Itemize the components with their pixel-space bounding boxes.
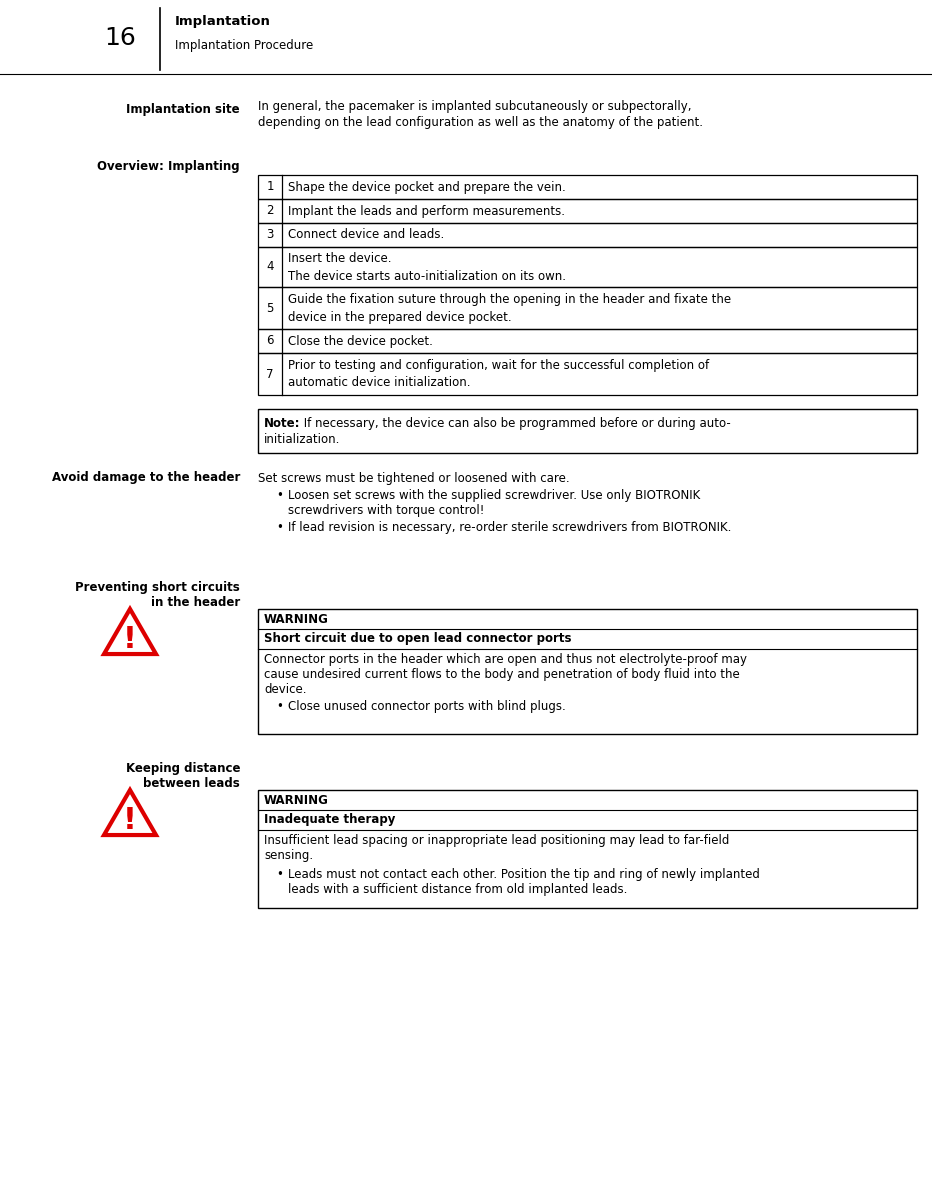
Text: Close unused connector ports with blind plugs.: Close unused connector ports with blind … (288, 700, 566, 713)
Text: Connector ports in the header which are open and thus not electrolyte-proof may: Connector ports in the header which are … (264, 653, 747, 666)
Text: automatic device initialization.: automatic device initialization. (288, 377, 471, 390)
Text: sensing.: sensing. (264, 849, 313, 862)
Text: Note:: Note: (264, 417, 300, 430)
Text: Preventing short circuits: Preventing short circuits (75, 581, 240, 594)
Text: 6: 6 (267, 335, 274, 348)
Text: screwdrivers with torque control!: screwdrivers with torque control! (288, 504, 485, 517)
Text: Implantation Procedure: Implantation Procedure (175, 39, 313, 52)
Bar (258, 175, 917, 199)
Text: In general, the pacemaker is implanted subcutaneously or subpectorally,: In general, the pacemaker is implanted s… (258, 100, 692, 113)
Text: •: • (276, 868, 283, 881)
Text: !: ! (123, 625, 137, 653)
Polygon shape (104, 790, 156, 836)
Bar (258, 353, 917, 395)
Text: Guide the fixation suture through the opening in the header and fixate the: Guide the fixation suture through the op… (288, 292, 731, 305)
Text: Implantation site: Implantation site (127, 103, 240, 116)
Text: Prior to testing and configuration, wait for the successful completion of: Prior to testing and configuration, wait… (288, 359, 709, 372)
Text: WARNING: WARNING (264, 613, 329, 626)
Text: •: • (276, 521, 283, 534)
Text: Close the device pocket.: Close the device pocket. (288, 335, 432, 348)
Text: •: • (276, 700, 283, 713)
Text: If lead revision is necessary, re-order sterile screwdrivers from BIOTRONIK.: If lead revision is necessary, re-order … (288, 521, 732, 534)
Bar (258, 247, 917, 287)
Text: Set screws must be tightened or loosened with care.: Set screws must be tightened or loosened… (258, 472, 569, 485)
Text: cause undesired current flows to the body and penetration of body fluid into the: cause undesired current flows to the bod… (264, 668, 740, 681)
Text: Implantation: Implantation (175, 15, 271, 29)
Text: device in the prepared device pocket.: device in the prepared device pocket. (288, 310, 512, 323)
Text: Connect device and leads.: Connect device and leads. (288, 229, 445, 242)
Text: Keeping distance: Keeping distance (126, 762, 240, 775)
Text: 16: 16 (104, 26, 136, 50)
Text: Overview: Implanting: Overview: Implanting (97, 160, 240, 173)
Text: device.: device. (264, 683, 307, 696)
Text: in the header: in the header (151, 596, 240, 609)
Polygon shape (104, 609, 156, 654)
Text: 7: 7 (267, 367, 274, 380)
Text: leads with a sufficient distance from old implanted leads.: leads with a sufficient distance from ol… (288, 883, 627, 896)
Text: Shape the device pocket and prepare the vein.: Shape the device pocket and prepare the … (288, 180, 566, 193)
Text: Insert the device.: Insert the device. (288, 252, 391, 265)
Bar (258, 609, 917, 734)
Text: between leads: between leads (144, 777, 240, 790)
Text: Leads must not contact each other. Position the tip and ring of newly implanted: Leads must not contact each other. Posit… (288, 868, 760, 881)
Text: 3: 3 (267, 229, 274, 242)
Text: Loosen set screws with the supplied screwdriver. Use only BIOTRONIK: Loosen set screws with the supplied scre… (288, 489, 700, 502)
Text: 4: 4 (267, 261, 274, 273)
Text: depending on the lead configuration as well as the anatomy of the patient.: depending on the lead configuration as w… (258, 116, 703, 129)
Bar (258, 329, 917, 353)
Bar (258, 409, 917, 453)
Text: 2: 2 (267, 205, 274, 217)
Text: !: ! (123, 806, 137, 834)
Text: •: • (276, 489, 283, 502)
Bar (258, 287, 917, 329)
Text: Insufficient lead spacing or inappropriate lead positioning may lead to far-fiel: Insufficient lead spacing or inappropria… (264, 834, 730, 848)
Text: 1: 1 (267, 180, 274, 193)
Bar (258, 790, 917, 908)
Text: 5: 5 (267, 302, 274, 315)
Text: The device starts auto-initialization on its own.: The device starts auto-initialization on… (288, 269, 566, 283)
Text: WARNING: WARNING (264, 794, 329, 807)
Text: Inadequate therapy: Inadequate therapy (264, 813, 395, 826)
Bar (258, 199, 917, 223)
Text: If necessary, the device can also be programmed before or during auto-: If necessary, the device can also be pro… (300, 417, 731, 430)
Bar (258, 223, 917, 247)
Text: Avoid damage to the header: Avoid damage to the header (51, 471, 240, 484)
Text: Implant the leads and perform measurements.: Implant the leads and perform measuremen… (288, 205, 565, 217)
Text: Short circuit due to open lead connector ports: Short circuit due to open lead connector… (264, 632, 571, 645)
Text: initialization.: initialization. (264, 433, 340, 446)
